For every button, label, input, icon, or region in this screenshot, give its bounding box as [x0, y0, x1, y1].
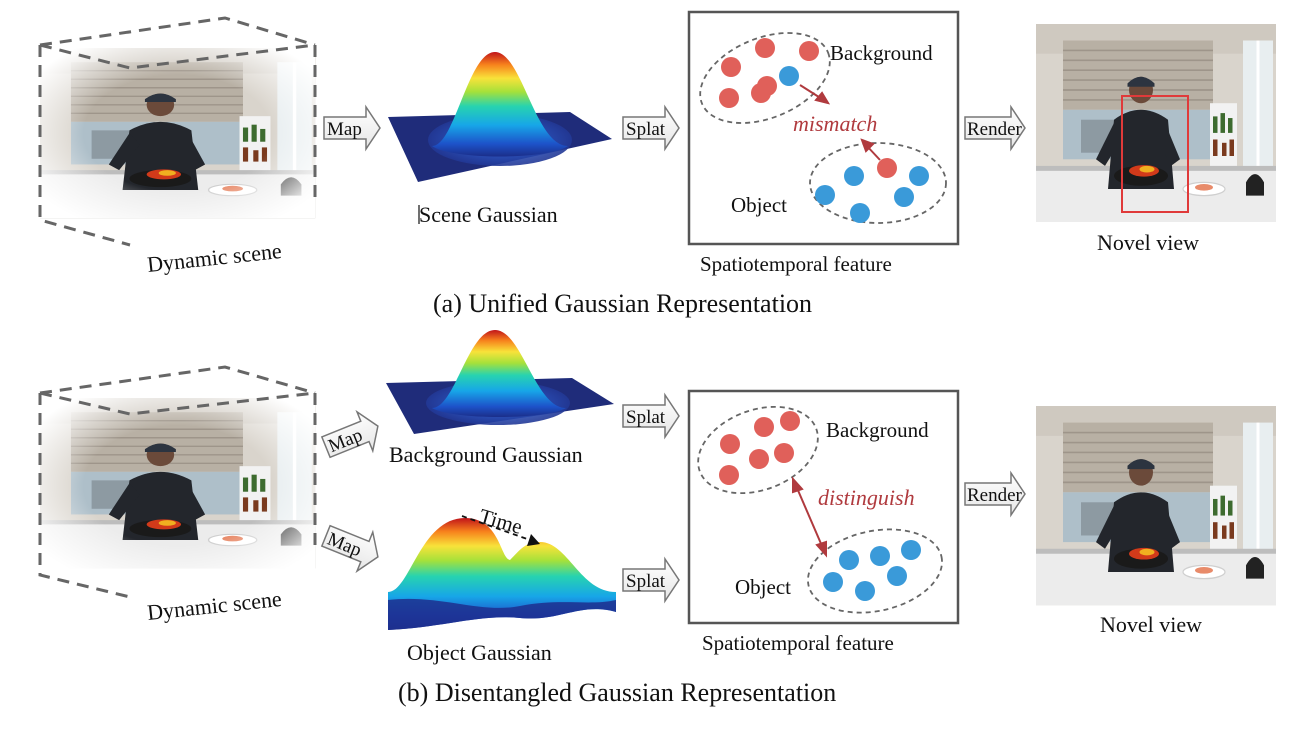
splat-arrow-b-top: Splat: [622, 392, 680, 440]
background-label-b: Background: [826, 418, 929, 442]
object-point: [901, 540, 921, 560]
splat-arrow-a: Splat: [622, 104, 680, 152]
map-arrow-a: Map: [323, 104, 381, 152]
svg-text:Map: Map: [327, 119, 362, 140]
object-cluster-b: [807, 528, 943, 614]
background-point: [751, 83, 771, 103]
svg-text:Splat: Splat: [626, 407, 666, 428]
spatiotemporal-feature-box-b: distinguish Background Object Spatiotemp…: [687, 389, 960, 655]
svg-text:Map: Map: [325, 425, 365, 458]
svg-text:Splat: Splat: [626, 571, 666, 592]
map-arrow-b-bottom: Map: [320, 524, 379, 574]
object-label-a: Object: [731, 193, 787, 217]
object-point: [870, 546, 890, 566]
spatiotemporal-feature-label-b: Spatiotemporal feature: [702, 631, 894, 655]
object-point: [839, 550, 859, 570]
background-point: [755, 38, 775, 58]
novel-view-image-a: Novel view: [1034, 22, 1278, 255]
background-cluster-a: [699, 32, 831, 124]
object-point: [855, 581, 875, 601]
background-point: [721, 57, 741, 77]
caption-b: (b) Disentangled Gaussian Representation: [398, 678, 836, 707]
object-points-a: [779, 66, 929, 223]
splat-arrow-b-bottom: Splat: [622, 556, 680, 604]
svg-text:Render: Render: [967, 485, 1023, 506]
map-arrow-b-top: Map: [320, 409, 379, 459]
background-point: [774, 443, 794, 463]
background-gaussian-label: Background Gaussian: [389, 442, 583, 467]
render-arrow-a: Render: [964, 104, 1026, 152]
object-gaussian-surface: Time Object Gaussian: [388, 504, 616, 665]
scene-gaussian-surface: Scene Gaussian: [388, 52, 612, 227]
misplaced-background-point: [877, 158, 897, 178]
dynamic-scene-label-b: Dynamic scene: [146, 586, 283, 625]
object-point: [909, 166, 929, 186]
object-point: [894, 187, 914, 207]
caption-a: (a) Unified Gaussian Representation: [433, 289, 812, 318]
dynamic-scene-label-a: Dynamic scene: [146, 238, 283, 277]
background-gaussian-surface: Background Gaussian: [386, 330, 614, 467]
distinguish-arrow: [792, 476, 827, 558]
object-label-b: Object: [735, 575, 791, 599]
dynamic-scene-a: Dynamic scene: [38, 16, 317, 277]
object-point: [823, 572, 843, 592]
object-points-b: [823, 540, 921, 601]
background-point: [719, 88, 739, 108]
background-point: [780, 411, 800, 431]
background-point: [720, 434, 740, 454]
object-point: [887, 566, 907, 586]
misplaced-object-point: [779, 66, 799, 86]
highlight-box: [1121, 95, 1189, 213]
object-point: [815, 185, 835, 205]
svg-text:Render: Render: [967, 119, 1023, 140]
novel-view-image-b: Novel view: [1034, 404, 1278, 637]
scene-gaussian-label: Scene Gaussian: [419, 202, 558, 227]
svg-text:Map: Map: [324, 529, 364, 562]
background-label-a: Background: [830, 41, 933, 65]
novel-view-label-b: Novel view: [1100, 612, 1202, 637]
svg-text:Splat: Splat: [626, 119, 666, 140]
background-point: [749, 449, 769, 469]
spatiotemporal-feature-box-a: mismatch Background Object Spatiotempora…: [687, 10, 960, 276]
panel-b: Dynamic scene Map Map Background Gaussia…: [38, 330, 1278, 707]
object-point: [844, 166, 864, 186]
background-point: [754, 417, 774, 437]
object-point: [850, 203, 870, 223]
background-point: [719, 465, 739, 485]
novel-view-label-a: Novel view: [1097, 230, 1199, 255]
mismatch-arrows: [799, 84, 881, 161]
mismatch-label: mismatch: [793, 111, 877, 136]
distinguish-label: distinguish: [818, 485, 915, 510]
object-cluster-a: [809, 142, 947, 224]
background-points-a: [719, 38, 897, 178]
object-gaussian-label: Object Gaussian: [407, 640, 552, 665]
background-points-b: [719, 411, 800, 485]
dynamic-scene-b: Dynamic scene: [38, 365, 317, 625]
spatiotemporal-feature-label-a: Spatiotemporal feature: [700, 252, 892, 276]
render-arrow-b: Render: [964, 470, 1026, 518]
background-point: [799, 41, 819, 61]
panel-a: Dynamic scene Map Scene Gaussian Splat: [38, 10, 1278, 318]
